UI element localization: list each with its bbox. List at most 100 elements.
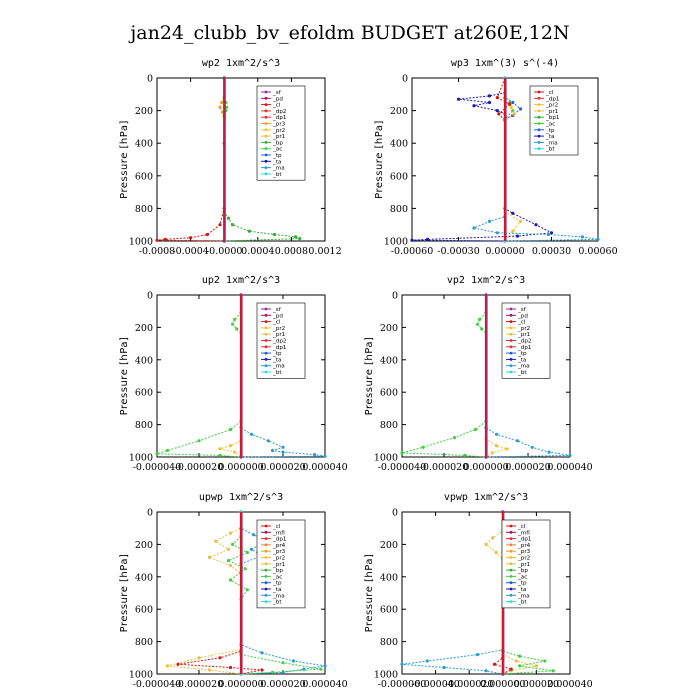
y-tick-label: 1000 (129, 453, 153, 464)
x-tick-label: -0.000020 (175, 462, 224, 473)
y-tick-label: 200 (135, 323, 153, 334)
data-point (512, 112, 516, 116)
data-point (511, 229, 515, 233)
data-point (442, 665, 446, 670)
legend-entry: _ac (545, 122, 555, 128)
data-point (245, 550, 249, 555)
data-point (487, 219, 492, 223)
data-point (243, 567, 247, 571)
data-point (518, 219, 523, 223)
x-tick-label: -0.000020 (445, 679, 494, 690)
y-tick-label: 600 (135, 388, 153, 399)
legend-marker (509, 562, 513, 566)
legend-marker (264, 581, 268, 585)
y-axis-label: Pressure [hPa] (364, 554, 375, 633)
data-point (551, 669, 555, 673)
x-tick-label: 0.000000 (480, 679, 525, 690)
legend-marker (264, 326, 268, 330)
data-point (490, 451, 494, 455)
data-point (543, 659, 547, 663)
y-axis-label: Pressure [hPa] (119, 554, 130, 633)
y-tick-label: 800 (135, 204, 153, 215)
data-point (473, 427, 478, 432)
legend-entry: _bt (517, 600, 527, 606)
chart-panel-1: wp2 1xm^2/s^3 Pressure [hPa] 0 200 400 600 800… (119, 58, 342, 257)
y-tick-label: 0 (147, 291, 153, 302)
data-point (235, 327, 239, 331)
legend-marker (537, 141, 541, 144)
y-tick-label: 0 (402, 74, 408, 85)
y-tick-label: 600 (380, 388, 398, 399)
legend-marker (509, 320, 513, 323)
series-line (227, 512, 321, 675)
legend-entry: _pr2 (545, 103, 558, 109)
x-tick-label: -0.000060 (378, 679, 427, 690)
legend-marker (537, 90, 541, 94)
legend-marker (264, 530, 268, 534)
legend-entry: _ma (517, 364, 530, 370)
y-tick-label: 1000 (129, 237, 153, 248)
x-tick-label: 0.000040 (302, 462, 347, 473)
legend-marker (264, 307, 268, 311)
y-tick-label: 1000 (384, 237, 408, 248)
legend-entry: _pr3 (517, 549, 531, 555)
chart-title: vp2 1xm^2/s^3 (447, 275, 525, 286)
legend-marker (537, 147, 541, 151)
legend-entry: _dp1 (545, 96, 560, 102)
data-point (225, 105, 229, 109)
legend-entry: _pr3 (272, 549, 286, 555)
data-point (176, 662, 180, 666)
data-point (515, 234, 520, 238)
legend-entry: _bp (272, 568, 283, 574)
chart-panel-5: upwp 1xm^2/s^3 Pressure [hPa] 0 200 400 600 80… (119, 492, 348, 690)
data-point (249, 432, 254, 436)
data-point (273, 232, 277, 237)
data-point (266, 439, 270, 443)
data-point (487, 94, 492, 98)
data-point (518, 654, 522, 658)
legend-entry: _dp1 (272, 537, 287, 543)
legend-marker (509, 364, 513, 368)
data-point (218, 656, 222, 660)
legend-entry: _dp1 (272, 115, 287, 121)
data-point (189, 236, 193, 240)
legend-entry: _bt (272, 600, 282, 606)
legend-marker (264, 600, 268, 603)
data-point (197, 656, 201, 660)
legend-marker (264, 587, 268, 591)
chart-panel-6: vpwp 1xm^2/s^3 Pressure [hPa] 0 200 400 600 80… (364, 492, 593, 690)
legend-marker (264, 122, 268, 125)
y-tick-label: 400 (380, 355, 398, 366)
legend-entry: _ta (517, 357, 526, 363)
legend-entry: _pr1 (517, 562, 531, 568)
legend-entry: _pr1 (272, 332, 286, 338)
legend-entry: _bt (272, 172, 282, 178)
data-point (298, 237, 302, 241)
data-point (220, 100, 224, 105)
y-tick-label: 800 (380, 420, 398, 431)
legend-marker (537, 103, 541, 106)
chart-panel-3: up2 1xm^2/s^3 Pressure [hPa] 0 200 400 600 800… (119, 275, 348, 473)
data-point (494, 432, 499, 436)
data-point (509, 667, 513, 671)
data-point (294, 235, 298, 239)
legend-marker (509, 345, 513, 349)
legend-marker (264, 358, 268, 361)
plot-frame (401, 511, 571, 675)
data-point (400, 662, 404, 666)
legend-entry: _ma (545, 140, 558, 146)
data-point (228, 427, 233, 432)
data-point (207, 668, 212, 672)
x-tick-label: -0.000020 (420, 462, 469, 473)
y-tick-label: 400 (390, 139, 408, 150)
x-tick-label: 0.000020 (260, 679, 305, 690)
legend-marker (264, 543, 268, 547)
data-point (421, 445, 425, 449)
data-point (425, 659, 429, 663)
x-tick-label: -0.00030 (437, 246, 480, 257)
legend-box (256, 85, 306, 181)
data-point (233, 317, 237, 321)
data-point (323, 664, 327, 668)
legend-marker (264, 524, 268, 528)
legend-marker (264, 593, 268, 597)
